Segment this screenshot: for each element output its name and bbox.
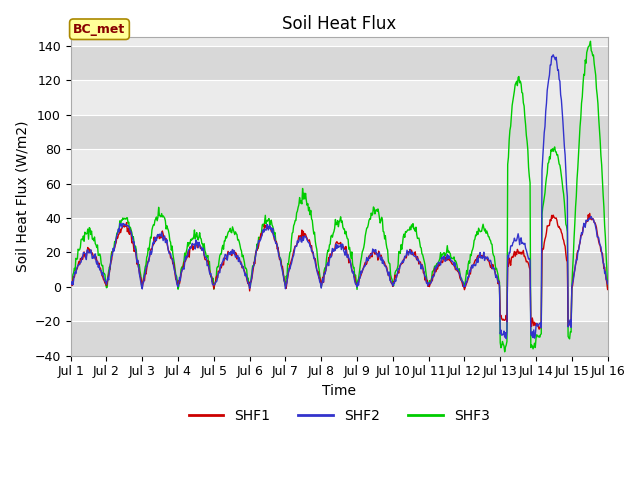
Bar: [70, 80, 607, 115]
Line: SHF1: SHF1: [70, 214, 607, 329]
SHF1: [208, 274, 216, 280]
SHF1: [67, 281, 74, 287]
SHF2: [208, 276, 216, 281]
SHF2: [502, 336, 510, 342]
Bar: [70, 46, 607, 80]
SHF2: [604, 281, 611, 287]
SHF2: [436, 260, 444, 265]
SHF2: [331, 248, 339, 253]
SHF3: [331, 226, 339, 231]
SHF2: [549, 52, 557, 58]
X-axis label: Time: Time: [322, 384, 356, 398]
SHF2: [556, 78, 564, 84]
SHF2: [383, 267, 390, 273]
Bar: [70, 287, 607, 321]
SHF1: [556, 224, 563, 229]
SHF3: [383, 245, 390, 251]
SHF3: [556, 161, 563, 167]
SHF3: [208, 274, 216, 279]
Title: Soil Heat Flux: Soil Heat Flux: [282, 15, 396, 33]
Bar: [70, 149, 607, 183]
SHF3: [67, 287, 74, 293]
SHF1: [383, 265, 390, 271]
SHF3: [436, 256, 444, 262]
SHF1: [436, 260, 444, 266]
Y-axis label: Soil Heat Flux (W/m2): Soil Heat Flux (W/m2): [15, 120, 29, 272]
SHF1: [185, 248, 193, 253]
Line: SHF2: SHF2: [70, 55, 607, 339]
Legend: SHF1, SHF2, SHF3: SHF1, SHF2, SHF3: [183, 403, 495, 428]
Bar: [70, 321, 607, 356]
SHF1: [604, 287, 611, 292]
SHF3: [185, 243, 193, 249]
Bar: [70, 183, 607, 218]
SHF1: [535, 326, 543, 332]
SHF2: [67, 282, 74, 288]
Bar: [70, 218, 607, 252]
SHF1: [331, 248, 339, 253]
Bar: [70, 252, 607, 287]
SHF3: [501, 349, 509, 355]
SHF2: [185, 247, 193, 253]
SHF3: [587, 38, 595, 44]
SHF3: [604, 285, 611, 291]
Line: SHF3: SHF3: [70, 41, 607, 352]
SHF1: [586, 211, 593, 216]
Bar: [70, 115, 607, 149]
Text: BC_met: BC_met: [74, 23, 125, 36]
